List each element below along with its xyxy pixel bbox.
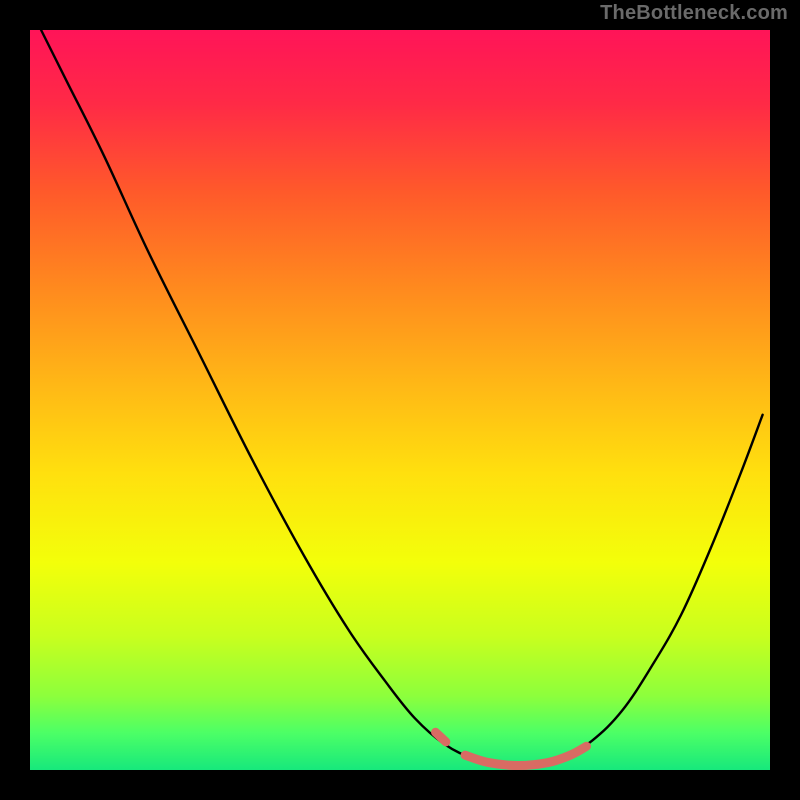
bottleneck-chart (0, 0, 800, 800)
chart-container: TheBottleneck.com (0, 0, 800, 800)
gradient-background (30, 30, 770, 770)
